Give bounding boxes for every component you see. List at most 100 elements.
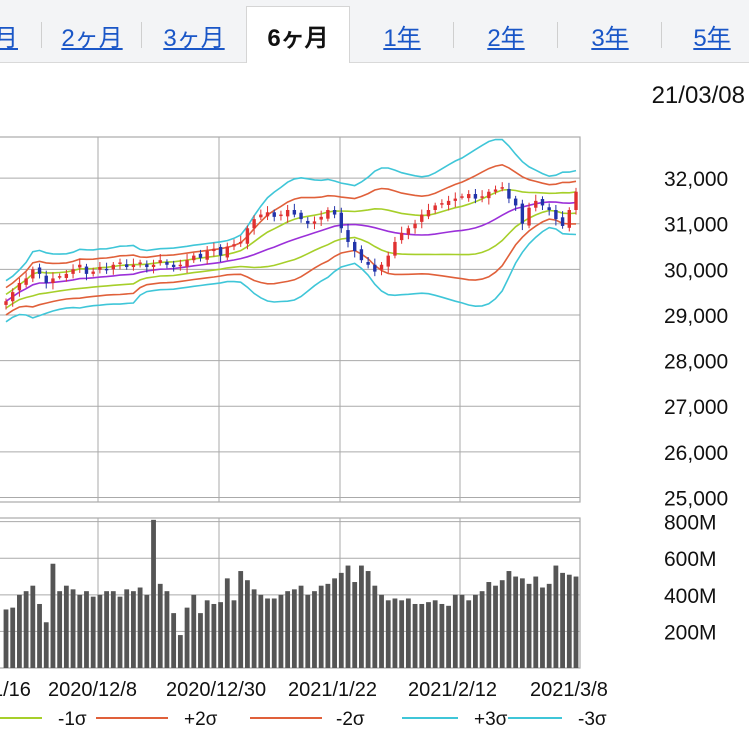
date-tick-label: 2020/12/30 [166, 679, 266, 701]
candle-body [567, 210, 571, 228]
candle-body [212, 248, 216, 252]
volume-bar [298, 585, 304, 668]
volume-bar [231, 600, 237, 668]
volume-bar [439, 603, 445, 668]
volume-bar [459, 594, 465, 668]
tab-1-year[interactable]: 1年 [350, 8, 454, 62]
volume-bar [131, 591, 136, 668]
volume-bar [519, 578, 525, 668]
volume-bar [218, 602, 223, 668]
volume-bar [90, 596, 96, 668]
candle-body [520, 203, 525, 224]
candle-body [332, 210, 337, 215]
tab-1-month[interactable]: 月 [0, 8, 42, 62]
volume-bar [70, 589, 76, 668]
candle-body [527, 207, 531, 226]
candle-body [326, 210, 330, 219]
legend-label: +3σ [474, 709, 508, 730]
volume-bar [285, 591, 291, 668]
date-tick-label: 2021/3/8 [530, 679, 608, 701]
bollinger-bands [5, 138, 577, 323]
price-tick-label: 25,000 [664, 487, 728, 510]
volume-bar [50, 563, 56, 668]
volume-bar [338, 572, 344, 668]
volume-bar [17, 594, 22, 668]
tab-2-years[interactable]: 2年 [454, 8, 558, 62]
volume-bar [392, 598, 398, 668]
volume-bar [486, 582, 492, 668]
candle-body [353, 241, 357, 252]
candle-body [11, 292, 15, 302]
candle-body [178, 264, 183, 267]
volume-bar [3, 609, 9, 668]
candle-body [51, 278, 55, 283]
price-tick-label: 32,000 [664, 168, 728, 191]
volume-bar [23, 591, 29, 668]
volume-bar [278, 594, 284, 668]
period-tab-bar: 月 2ヶ月 3ヶ月 6ヶ月 1年 2年 3年 5年 [0, 0, 749, 63]
tab-3-years[interactable]: 3年 [558, 8, 662, 62]
candle-body [339, 212, 343, 229]
legend-label: -2σ [336, 709, 365, 730]
volume-bar [245, 580, 250, 668]
candle-body [252, 219, 256, 229]
candle-body [379, 264, 384, 270]
volume-bar [265, 598, 270, 668]
volume-tick-label: 800M [664, 512, 717, 535]
price-tick-label: 30,000 [664, 259, 728, 282]
candle-body [31, 269, 35, 279]
volume-bar [493, 585, 498, 668]
volume-bar [446, 605, 451, 668]
candle-body [513, 198, 518, 206]
candle-body [198, 253, 203, 258]
candle-body [306, 220, 310, 224]
volume-bar [238, 571, 244, 668]
candle-body [145, 264, 149, 268]
volume-bar [271, 598, 277, 668]
volume-bar [325, 583, 331, 668]
volume-bar [345, 565, 351, 668]
volume-bar [224, 578, 230, 668]
candle-body [84, 266, 89, 274]
candle-body [480, 196, 484, 198]
candle-body [265, 212, 270, 217]
moving-average-line [5, 201, 577, 302]
volume-bar [412, 603, 418, 668]
tab-6-months[interactable]: 6ヶ月 [246, 6, 350, 63]
candle-body [239, 241, 243, 244]
candle-body [312, 221, 317, 224]
date-tick-label: 2020/12/8 [48, 679, 137, 701]
volume-bar [10, 607, 16, 668]
candle-body [37, 267, 42, 274]
candle-body [446, 200, 451, 205]
candle-body [64, 273, 69, 278]
volume-bar [533, 576, 539, 668]
volume-bar [432, 600, 438, 668]
volume-bar [57, 591, 63, 668]
volume-bar [540, 587, 545, 668]
candle-body [218, 246, 223, 256]
volume-bar [291, 589, 297, 668]
volume-bar [479, 591, 485, 668]
volume-bar [318, 585, 324, 668]
tab-5-years[interactable]: 5年 [693, 24, 731, 52]
volume-bar [312, 591, 317, 668]
tab-2-months[interactable]: 2ヶ月 [42, 8, 142, 62]
volume-bar [419, 603, 425, 668]
volume-bar [473, 594, 478, 668]
candle-body [500, 187, 504, 189]
candle-body [386, 255, 390, 267]
candle-body [125, 264, 129, 268]
band-minus-1-sigma [5, 209, 577, 309]
candle-body [433, 205, 437, 210]
volume-bar [526, 583, 532, 668]
candle-body [78, 264, 82, 268]
volume-bar [573, 576, 579, 668]
volume-bar [104, 591, 109, 668]
candle-body [104, 268, 109, 271]
volume-bar [144, 594, 150, 668]
volume-bar [184, 607, 190, 668]
tab-3-months[interactable]: 3ヶ月 [163, 24, 225, 52]
volume-tick-label: 200M [664, 621, 717, 644]
